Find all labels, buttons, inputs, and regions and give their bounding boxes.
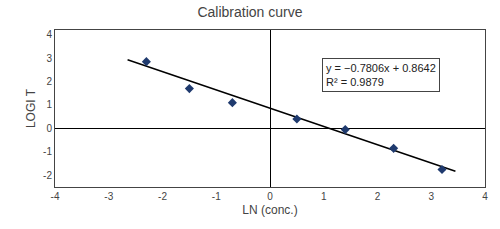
svg-text:1: 1: [46, 99, 52, 110]
svg-text:2: 2: [375, 191, 381, 202]
svg-text:3: 3: [46, 53, 52, 64]
svg-text:-2: -2: [158, 191, 167, 202]
svg-text:y = −0.7806x + 0.8642R² = 0.98: y = −0.7806x + 0.8642R² = 0.9879: [326, 62, 436, 88]
svg-text:LOGI T: LOGI T: [24, 88, 38, 128]
svg-text:2: 2: [46, 76, 52, 87]
svg-text:3: 3: [428, 191, 434, 202]
svg-text:LN (conc.): LN (conc.): [242, 203, 297, 217]
svg-text:-1: -1: [43, 146, 52, 157]
svg-text:4: 4: [482, 191, 488, 202]
svg-text:-1: -1: [212, 191, 221, 202]
svg-text:-4: -4: [51, 191, 60, 202]
svg-text:-2: -2: [43, 170, 52, 181]
svg-text:1: 1: [321, 191, 327, 202]
svg-text:Calibration curve: Calibration curve: [197, 4, 302, 20]
svg-text:-3: -3: [104, 191, 113, 202]
svg-text:0: 0: [46, 123, 52, 134]
svg-text:0: 0: [267, 191, 273, 202]
svg-text:4: 4: [46, 29, 52, 40]
